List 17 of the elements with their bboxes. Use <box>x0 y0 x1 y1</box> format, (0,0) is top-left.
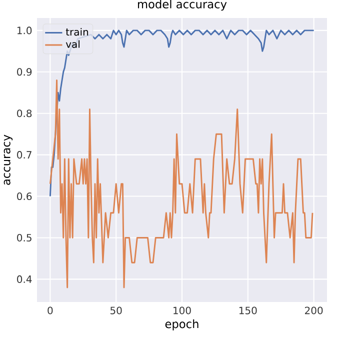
x-tick-label: 50 <box>110 306 122 314</box>
x-tick-label: 150 <box>239 306 257 314</box>
legend-label: train <box>66 28 88 36</box>
x-tick-label: 0 <box>48 306 53 314</box>
x-tick-label: 100 <box>174 306 191 314</box>
y-tick-label: 0.9 <box>17 68 32 76</box>
chart-title: model accuracy <box>138 0 227 11</box>
y-axis-title: accuracy <box>4 134 13 185</box>
y-tick-label: 0.5 <box>17 234 32 242</box>
y-tick-label: 1.0 <box>17 26 32 34</box>
y-tick-label: 0.4 <box>17 275 32 283</box>
x-axis-title: epoch <box>165 319 198 330</box>
x-tick-label: 200 <box>305 306 323 314</box>
legend-label: val <box>66 40 80 48</box>
y-tick-label: 0.7 <box>17 151 32 159</box>
y-tick-label: 0.8 <box>17 110 32 118</box>
y-tick-label: 0.6 <box>17 192 32 200</box>
